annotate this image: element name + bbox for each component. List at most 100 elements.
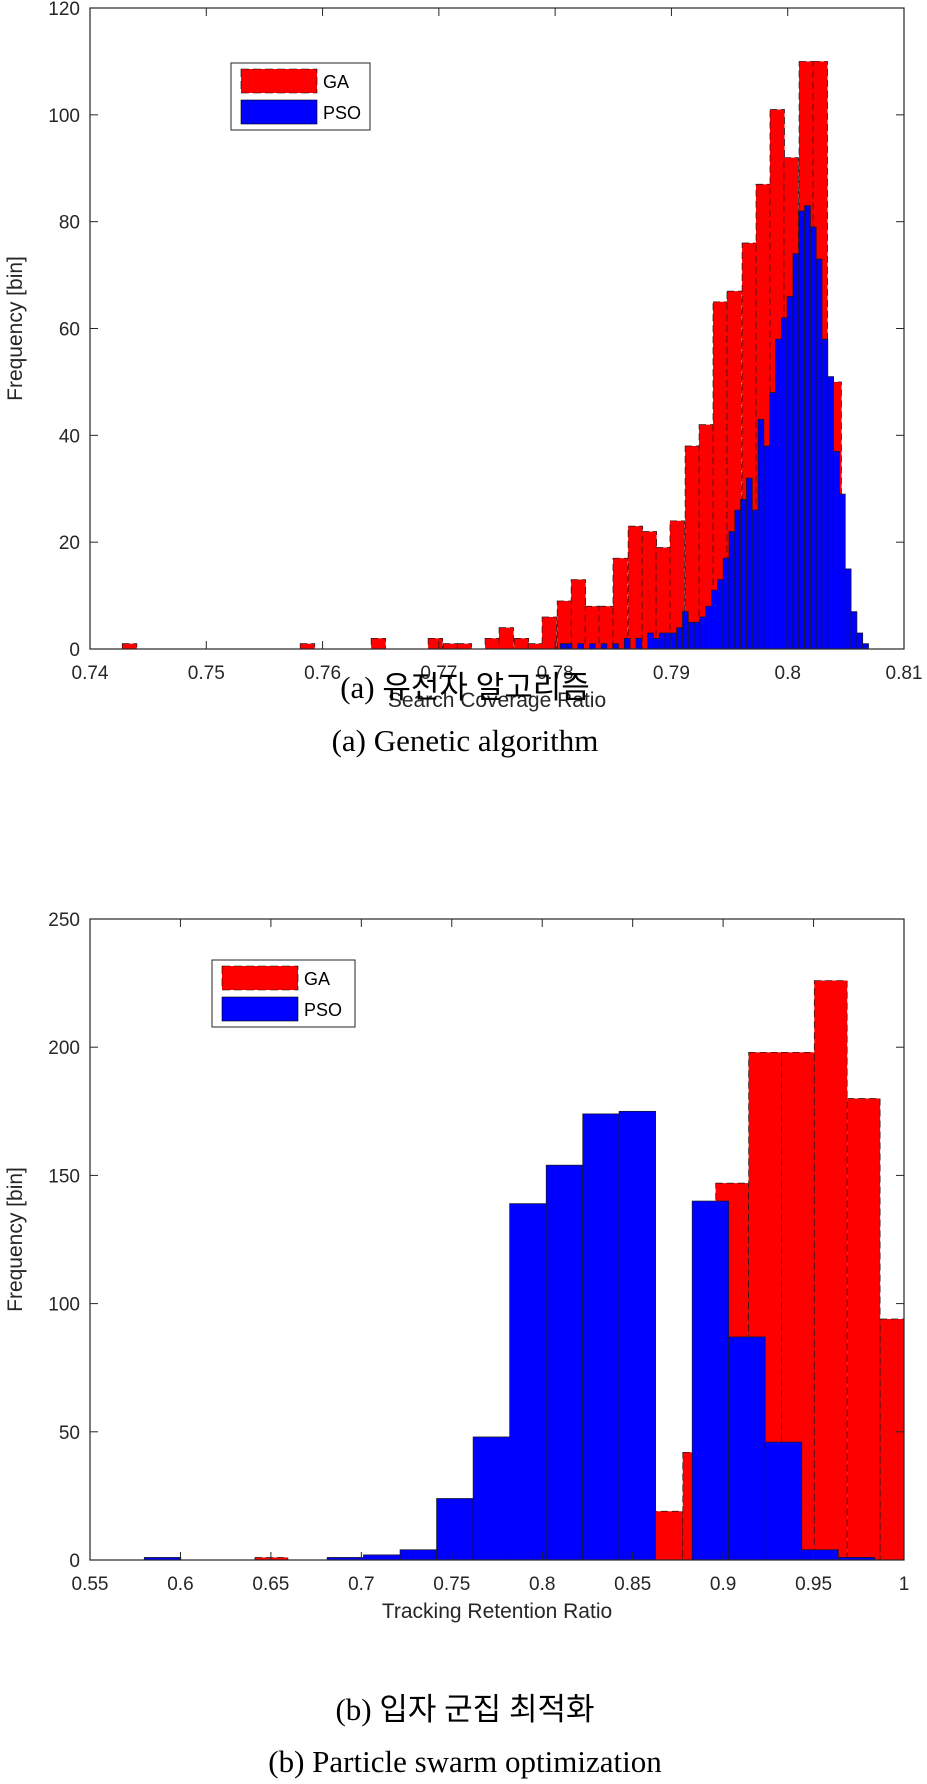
chart-b-x-tick-label: 0.95: [795, 1574, 832, 1595]
chart-a-pso-bar-10: [658, 632, 666, 650]
chart-a-pso-bar-43: [850, 611, 858, 650]
chart-a-x-tick-label: 0.78: [537, 663, 574, 684]
chart-b-legend-pso-swatch: [221, 996, 299, 1022]
chart-a-pso-bar-15: [687, 621, 695, 650]
chart-a: 0.74 0.75 0.76 0.77 0.78 0.79 0.8 0.81 0 20 40 60 80…: [4, 0, 922, 712]
chart-a-pso-bar-23: [734, 509, 741, 650]
chart-a-pso-bar-29: [769, 392, 776, 650]
chart-a-ga-bar-9: [527, 643, 543, 650]
chart-a-y-tick-label: 40: [59, 426, 80, 447]
chart-a-legend-ga-swatch: [240, 68, 318, 94]
chart-a-x-axis-label: Search Coverage Ratio: [388, 689, 606, 712]
chart-b-pso-bar-11: [691, 1200, 730, 1561]
chart-b-y-tick-label: 200: [48, 1038, 80, 1059]
chart-a-ga-bar-11: [556, 600, 573, 650]
chart-b-x-tick-label: 0.8: [529, 1574, 555, 1595]
chart-a-pso-bar-21: [722, 557, 730, 650]
chart-a-pso-bar-1: [565, 643, 573, 650]
chart-b-pso-bar-12: [728, 1336, 766, 1561]
chart-b-y-tick-label: 150: [48, 1166, 80, 1187]
chart-b-legend-ga-label: GA: [304, 969, 330, 989]
chart-a-pso-bar-31: [780, 317, 788, 650]
chart-b-ga-bar-6: [813, 980, 848, 1561]
chart-a-pso-bar-34: [798, 210, 805, 650]
chart-a-ga-bar-14: [598, 605, 614, 650]
chart-b-pso-bar-13: [764, 1441, 803, 1561]
chart-a-pso-bar-18: [705, 605, 712, 650]
chart-a-pso-bar-40: [833, 451, 840, 650]
chart-b-x-tick-label: 0.7: [348, 1574, 374, 1595]
chart-a-ga-bar-16: [627, 525, 643, 650]
chart-b-pso-bar-4: [436, 1498, 474, 1561]
chart-a-pso-bar-0: [560, 643, 567, 650]
chart-b-ga-bar-0: [254, 1557, 289, 1561]
chart-a-pso-bar-45: [862, 643, 869, 650]
chart-a-y-tick-label: 60: [59, 320, 80, 341]
chart-a-pso-bar-5: [612, 643, 619, 650]
chart-a-pso-bar-13: [676, 627, 683, 650]
chart-b-pso-bar-8: [582, 1113, 620, 1561]
chart-a-ga-bar-5: [456, 643, 473, 650]
chart-a-ga-bar-17: [641, 531, 657, 650]
chart-a-x-tick-label: 0.81: [886, 663, 923, 684]
chart-a-ga-bar-19: [669, 520, 685, 650]
chart-b-pso-bar-3: [399, 1549, 437, 1561]
chart-a-legend-pso-swatch: [240, 99, 318, 125]
chart-a-ga-bar-2: [370, 637, 387, 650]
chart-a-pso-bar-6: [623, 637, 631, 650]
chart-a-pso-bar-22: [728, 531, 736, 650]
chart-a-pso-bar-19: [711, 589, 718, 650]
chart-b-pso-bar-9: [618, 1110, 656, 1561]
chart-b: 0.55 0.6 0.65 0.7 0.75 0.8 0.85 0.9 0.95 1 0 50 100 1…: [4, 910, 909, 1623]
chart-a-pso-bar-28: [763, 445, 771, 650]
chart-b-x-tick-label: 0.55: [72, 1574, 109, 1595]
chart-a-ga-bar-10: [541, 616, 557, 650]
caption-a-korean: (a) 유전자 알고리즘: [340, 670, 590, 705]
chart-a-pso-bar-37: [815, 258, 823, 650]
chart-a-pso-bar-8: [647, 632, 654, 650]
chart-a-pso-bar-25: [746, 477, 753, 650]
chart-a-pso-bar-27: [757, 418, 765, 650]
chart-a-pso-bar-39: [827, 376, 834, 650]
chart-b-axes-box: [89, 918, 905, 1561]
chart-b-x-tick-label: 0.65: [252, 1574, 289, 1595]
chart-b-pso-bar-14: [801, 1549, 839, 1561]
chart-b-ga-bar-7: [846, 1098, 881, 1561]
chart-a-x-tick-label: 0.75: [188, 663, 225, 684]
chart-a-pso-bar-11: [664, 632, 672, 650]
chart-a-legend-pso-label: PSO: [323, 103, 361, 123]
chart-a-y-tick-label: 120: [48, 0, 80, 20]
chart-b-legend: GA PSO: [211, 959, 356, 1028]
chart-a-ga-bar-1: [299, 643, 316, 650]
chart-b-pso-series: [143, 1110, 876, 1561]
chart-a-y-tick-label: 0: [69, 640, 80, 661]
chart-a-legend: GA PSO: [230, 62, 371, 131]
caption-a-english: (a) Genetic algorithm: [332, 723, 599, 758]
chart-a-pso-bar-35: [804, 205, 811, 650]
chart-a-pso-bar-26: [751, 509, 759, 650]
chart-a-pso-bar-38: [821, 338, 829, 650]
chart-a-pso-bar-41: [839, 493, 846, 650]
chart-a-pso-bar-36: [810, 226, 817, 650]
chart-a-y-tick-label: 100: [48, 106, 80, 127]
chart-a-ga-bar-15: [612, 557, 628, 650]
chart-a-x-tick-label: 0.74: [72, 663, 109, 684]
chart-a-pso-bar-9: [653, 637, 660, 650]
chart-b-ga-bar-8: [879, 1318, 905, 1561]
chart-a-pso-bar-7: [635, 637, 643, 650]
chart-b-y-tick-label: 250: [48, 910, 80, 931]
chart-b-x-tick-label: 0.9: [710, 1574, 736, 1595]
chart-a-pso-bar-32: [786, 296, 794, 650]
chart-a-pso-bar-2: [577, 643, 584, 650]
chart-a-x-tick-label: 0.8: [775, 663, 801, 684]
chart-a-y-tick-label: 20: [59, 533, 80, 554]
chart-a-pso-bar-33: [792, 253, 800, 650]
chart-a-ga-bar-8: [513, 637, 530, 650]
chart-a-ga-bar-3: [427, 637, 443, 650]
chart-b-pso-bar-5: [472, 1436, 511, 1561]
chart-b-x-tick-label: 0.6: [167, 1574, 193, 1595]
chart-a-pso-bar-17: [699, 616, 707, 650]
chart-b-x-tick-label: 1: [899, 1574, 910, 1595]
chart-b-y-axis-label: Frequency [bin]: [4, 1167, 27, 1312]
